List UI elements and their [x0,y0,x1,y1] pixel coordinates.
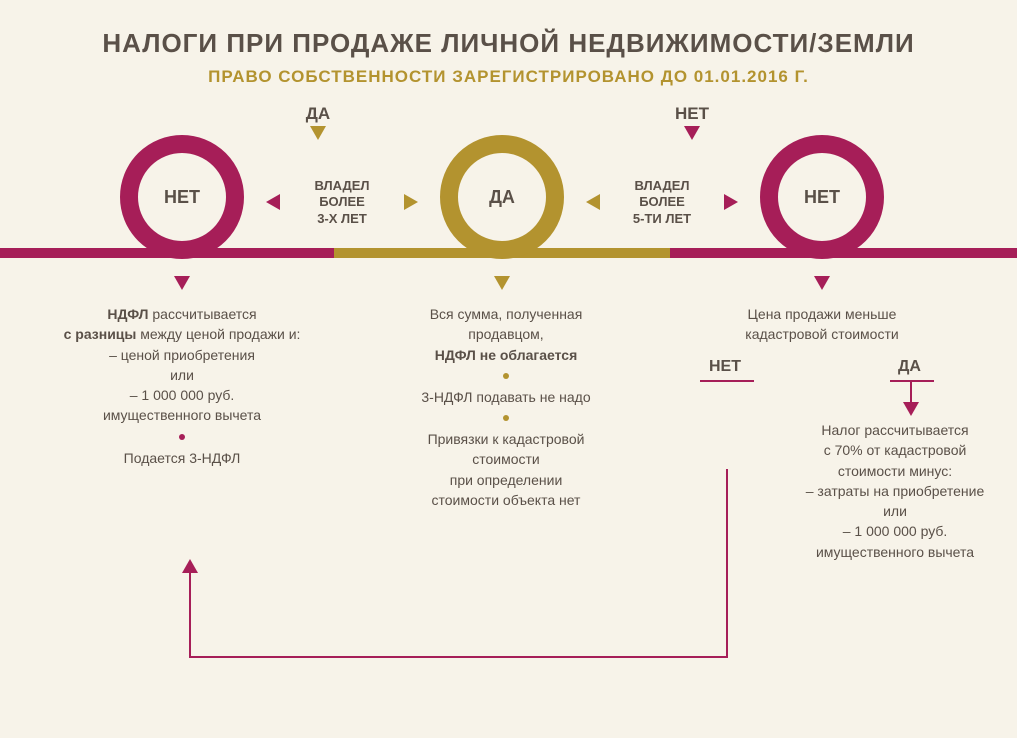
text-line: или [790,501,1000,521]
arrow-right-icon [404,194,418,210]
between-line: БОЛЕЕ [639,194,685,209]
text-line: имущественного вычета [57,405,307,425]
top-label-net: НЕТ [662,104,722,124]
between-label-1: ВЛАДЕЛ БОЛЕЕ 3-Х ЛЕТ [288,178,396,227]
branch-underline [700,380,754,382]
text-line: Налог рассчитывается [790,420,1000,440]
arrow-down-icon [174,276,190,290]
between-line: 5-ТИ ЛЕТ [633,211,691,226]
arrow-down-icon [684,126,700,140]
between-line: ВЛАДЕЛ [634,178,689,193]
bold: НДФЛ [107,306,148,322]
text-line: – затраты на приобретение [790,481,1000,501]
text-line: при определении [381,470,631,490]
arrow-down-icon [494,276,510,290]
arrow-left-icon [266,194,280,210]
text-line: кадастровой стоимости [697,324,947,344]
bold: с разницы [64,326,137,342]
page-title: НАЛОГИ ПРИ ПРОДАЖЕ ЛИЧНОЙ НЕДВИЖИМОСТИ/З… [0,0,1017,59]
column-3: Цена продажи меньше кадастровой стоимост… [697,304,947,345]
column-1: НДФЛ рассчитывается с разницы между цено… [57,304,307,468]
text: между ценой продажи и: [136,326,300,342]
bullet-dot-icon [503,415,509,421]
text-line: Привязки к кадастровой [381,429,631,449]
between-line: 3-Х ЛЕТ [317,211,367,226]
text-line: Вся сумма, полученная [381,304,631,324]
arrow-down-icon [814,276,830,290]
bullet-dot-icon [503,373,509,379]
between-line: ВЛАДЕЛ [314,178,369,193]
text-line: с 70% от кадастровой [790,440,1000,460]
text-line: Цена продажи меньше [697,304,947,324]
column-2: Вся сумма, полученная продавцом, НДФЛ не… [381,304,631,510]
branch-da-connector [910,382,912,404]
bullet-dot-icon [179,434,185,440]
text-line: – 1 000 000 руб. [57,385,307,405]
top-label-da: ДА [288,104,348,124]
text-line: или [57,365,307,385]
text-line: 3-НДФЛ подавать не надо [381,387,631,407]
arrow-left-icon [586,194,600,210]
text-line: с разницы между ценой продажи и: [57,324,307,344]
ring-label: НЕТ [164,187,200,208]
text-line: стоимости объекта нет [381,490,631,510]
text-line: стоимости [381,449,631,469]
ring-node-3: НЕТ [760,135,884,259]
bold: НДФЛ не облагается [435,347,578,363]
arrow-right-icon [724,194,738,210]
ring-label: НЕТ [804,187,840,208]
text-line: НДФЛ не облагается [381,345,631,365]
text-line: имущественного вычета [790,542,1000,562]
ring-node-1: НЕТ [120,135,244,259]
text-line: – 1 000 000 руб. [790,521,1000,541]
text: рассчитывается [149,306,257,322]
text-line: стоимости минус: [790,461,1000,481]
text-line: Подается 3-НДФЛ [57,448,307,468]
arrow-down-icon [310,126,326,140]
text-line: продавцом, [381,324,631,344]
ring-label: ДА [489,187,515,208]
between-line: БОЛЕЕ [319,194,365,209]
arrow-down-icon [903,402,919,416]
column-3-da-text: Налог рассчитывается с 70% от кадастрово… [790,420,1000,562]
page-subtitle: ПРАВО СОБСТВЕННОСТИ ЗАРЕГИСТРИРОВАНО ДО … [0,67,1017,87]
between-label-2: ВЛАДЕЛ БОЛЕЕ 5-ТИ ЛЕТ [608,178,716,227]
ring-node-2: ДА [440,135,564,259]
text-line: НДФЛ рассчитывается [57,304,307,324]
text-line: – ценой приобретения [57,345,307,365]
branch-label-da: ДА [898,358,921,376]
branch-label-net: НЕТ [709,358,741,376]
branch-underline [890,380,934,382]
